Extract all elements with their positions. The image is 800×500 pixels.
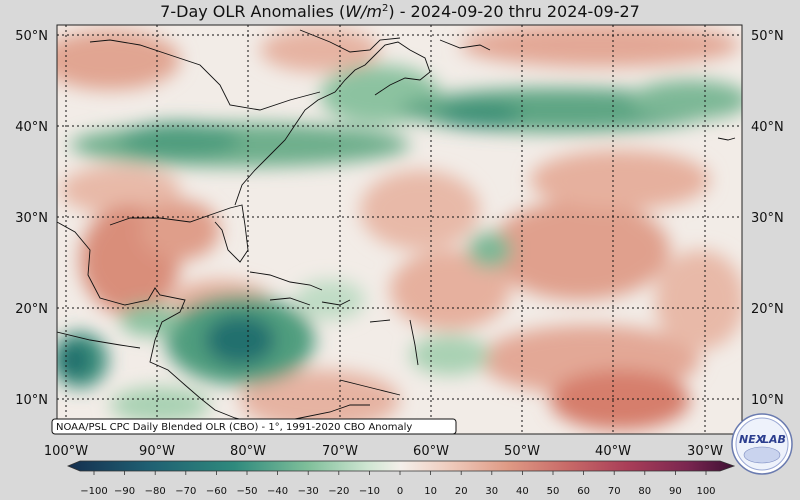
colorbar-tick-label: 80 xyxy=(638,486,651,497)
colorbar-tick-label: 100 xyxy=(696,486,715,497)
nexlab-logo: NEX LAB xyxy=(731,413,793,475)
colorbar-tick-label: 30 xyxy=(485,486,498,497)
longitude-label: 70°W xyxy=(322,444,358,459)
colorbar-tick-label: −40 xyxy=(267,486,288,497)
logo-text-left: NEX xyxy=(739,433,765,446)
latitude-labels-left: 50°N 40°N 30°N 20°N 10°N xyxy=(15,29,48,408)
longitude-labels: 100°W 90°W 80°W 70°W 60°W 50°W 40°W 30°W xyxy=(44,444,723,459)
map-title: 7-Day OLR Anomalies (W/m2) - 2024-09-20 … xyxy=(160,2,640,21)
colorbar-tick-label: −10 xyxy=(359,486,380,497)
colorbar-tick-label: −50 xyxy=(236,486,257,497)
latitude-label-left: 20°N xyxy=(15,302,48,317)
map-panel xyxy=(57,25,742,434)
colorbar-tick-label: −30 xyxy=(298,486,319,497)
colorbar-tick-label: 60 xyxy=(577,486,590,497)
colorbar-tick-label: −60 xyxy=(206,486,227,497)
latitude-label-right: 40°N xyxy=(751,120,784,135)
colorbar-tick-label: −70 xyxy=(175,486,196,497)
longitude-label: 50°W xyxy=(504,444,540,459)
colorbar-tick-label: 0 xyxy=(397,486,403,497)
colorbar: −100 −90 −80 −70 −60 −50 −40 −30 −20 −10 0 10 20 30 40… xyxy=(66,460,736,497)
colorbar-gradient xyxy=(66,460,736,472)
latitude-label-left: 40°N xyxy=(15,120,48,135)
longitude-label: 60°W xyxy=(413,444,449,459)
colorbar-ticks: −100 −90 −80 −70 −60 −50 −40 −30 −20 −10 0 10 20 30 40… xyxy=(80,471,716,497)
longitude-label: 30°W xyxy=(687,444,723,459)
logo-text-right: LAB xyxy=(762,433,786,446)
credit-text: NOAA/PSL CPC Daily Blended OLR (CBO) - 1… xyxy=(56,422,412,433)
credit-box: NOAA/PSL CPC Daily Blended OLR (CBO) - 1… xyxy=(51,418,457,435)
latitude-label-left: 30°N xyxy=(15,211,48,226)
latitude-label-left: 10°N xyxy=(15,393,48,408)
colorbar-tick-label: 90 xyxy=(669,486,682,497)
longitude-label: 90°W xyxy=(139,444,175,459)
colorbar-tick-label: 50 xyxy=(547,486,560,497)
colorbar-tick-label: −20 xyxy=(328,486,349,497)
colorbar-tick-label: 40 xyxy=(516,486,529,497)
longitude-label: 100°W xyxy=(44,444,88,459)
colorbar-tick-label: −80 xyxy=(145,486,166,497)
colorbar-tick-label: −90 xyxy=(114,486,135,497)
colorbar-tick-label: 10 xyxy=(424,486,437,497)
latitude-label-right: 50°N xyxy=(751,29,784,44)
latitude-label-right: 10°N xyxy=(751,393,784,408)
latitude-labels-right: 50°N 40°N 30°N 20°N 10°N xyxy=(751,29,784,408)
latitude-label-right: 20°N xyxy=(751,302,784,317)
latitude-label-right: 30°N xyxy=(751,211,784,226)
longitude-label: 40°W xyxy=(595,444,631,459)
latitude-label-left: 50°N xyxy=(15,29,48,44)
colorbar-tick-label: −100 xyxy=(80,486,107,497)
longitude-label: 80°W xyxy=(230,444,266,459)
colorbar-tick-label: 20 xyxy=(455,486,468,497)
graticule xyxy=(57,25,742,434)
colorbar-tick-label: 70 xyxy=(608,486,621,497)
